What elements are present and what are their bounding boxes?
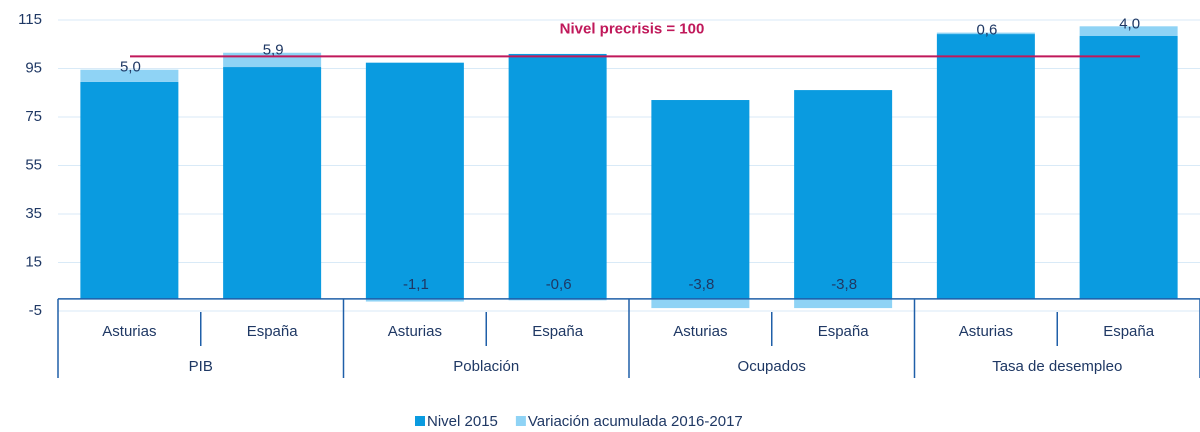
- x-tick-label: Asturias: [102, 323, 156, 340]
- y-tick-label: 15: [25, 253, 42, 270]
- bar-segment: [651, 298, 750, 309]
- legend-swatch: [415, 416, 425, 426]
- bar-segment: [794, 90, 893, 299]
- data-label: -3,8: [688, 276, 714, 293]
- legend-swatch: [515, 416, 526, 426]
- data-label: 5,9: [263, 42, 284, 59]
- data-label: 5,0: [120, 59, 141, 76]
- y-tick-label: 35: [25, 205, 42, 222]
- data-label: -0,6: [546, 276, 572, 293]
- x-tick-label: España: [247, 323, 299, 340]
- bar-segment: [80, 81, 179, 299]
- y-tick-label: 95: [25, 59, 42, 76]
- group-label: Ocupados: [738, 358, 806, 375]
- legend-label: Nivel 2015: [427, 413, 498, 430]
- group-label: PIB: [189, 358, 213, 375]
- x-tick-label: España: [1103, 323, 1155, 340]
- y-tick-label: 115: [18, 11, 42, 28]
- bar-segment: [223, 67, 322, 299]
- x-tick-label: Asturias: [388, 323, 442, 340]
- y-tick-label: 55: [25, 156, 42, 173]
- group-label: Población: [453, 358, 519, 375]
- x-tick-label: España: [818, 323, 870, 340]
- x-tick-label: Asturias: [673, 323, 727, 340]
- bar-segment: [80, 69, 179, 82]
- data-label: 0,6: [976, 22, 997, 39]
- bar-segment: [365, 62, 464, 299]
- bar-segment: [365, 298, 464, 302]
- group-label: Tasa de desempleo: [992, 358, 1122, 375]
- x-tick-label: España: [532, 323, 584, 340]
- bar-segment: [651, 100, 750, 299]
- reference-label: Nivel precrisis = 100: [560, 20, 705, 37]
- bar-segment: [1079, 36, 1178, 299]
- bar-segment: [508, 53, 607, 299]
- x-tick-label: Asturias: [959, 323, 1013, 340]
- bar-segment: [1079, 26, 1178, 37]
- bar-segment: [936, 34, 1035, 299]
- y-tick-label: -5: [29, 302, 42, 319]
- data-label: 4,0: [1119, 15, 1140, 32]
- bar-segment: [936, 32, 1035, 35]
- data-label: -1,1: [403, 276, 429, 293]
- bar-segment: [794, 298, 893, 309]
- data-label: -3,8: [831, 276, 857, 293]
- legend-label: Variación acumulada 2016-2017: [528, 413, 743, 430]
- y-tick-label: 75: [25, 108, 42, 125]
